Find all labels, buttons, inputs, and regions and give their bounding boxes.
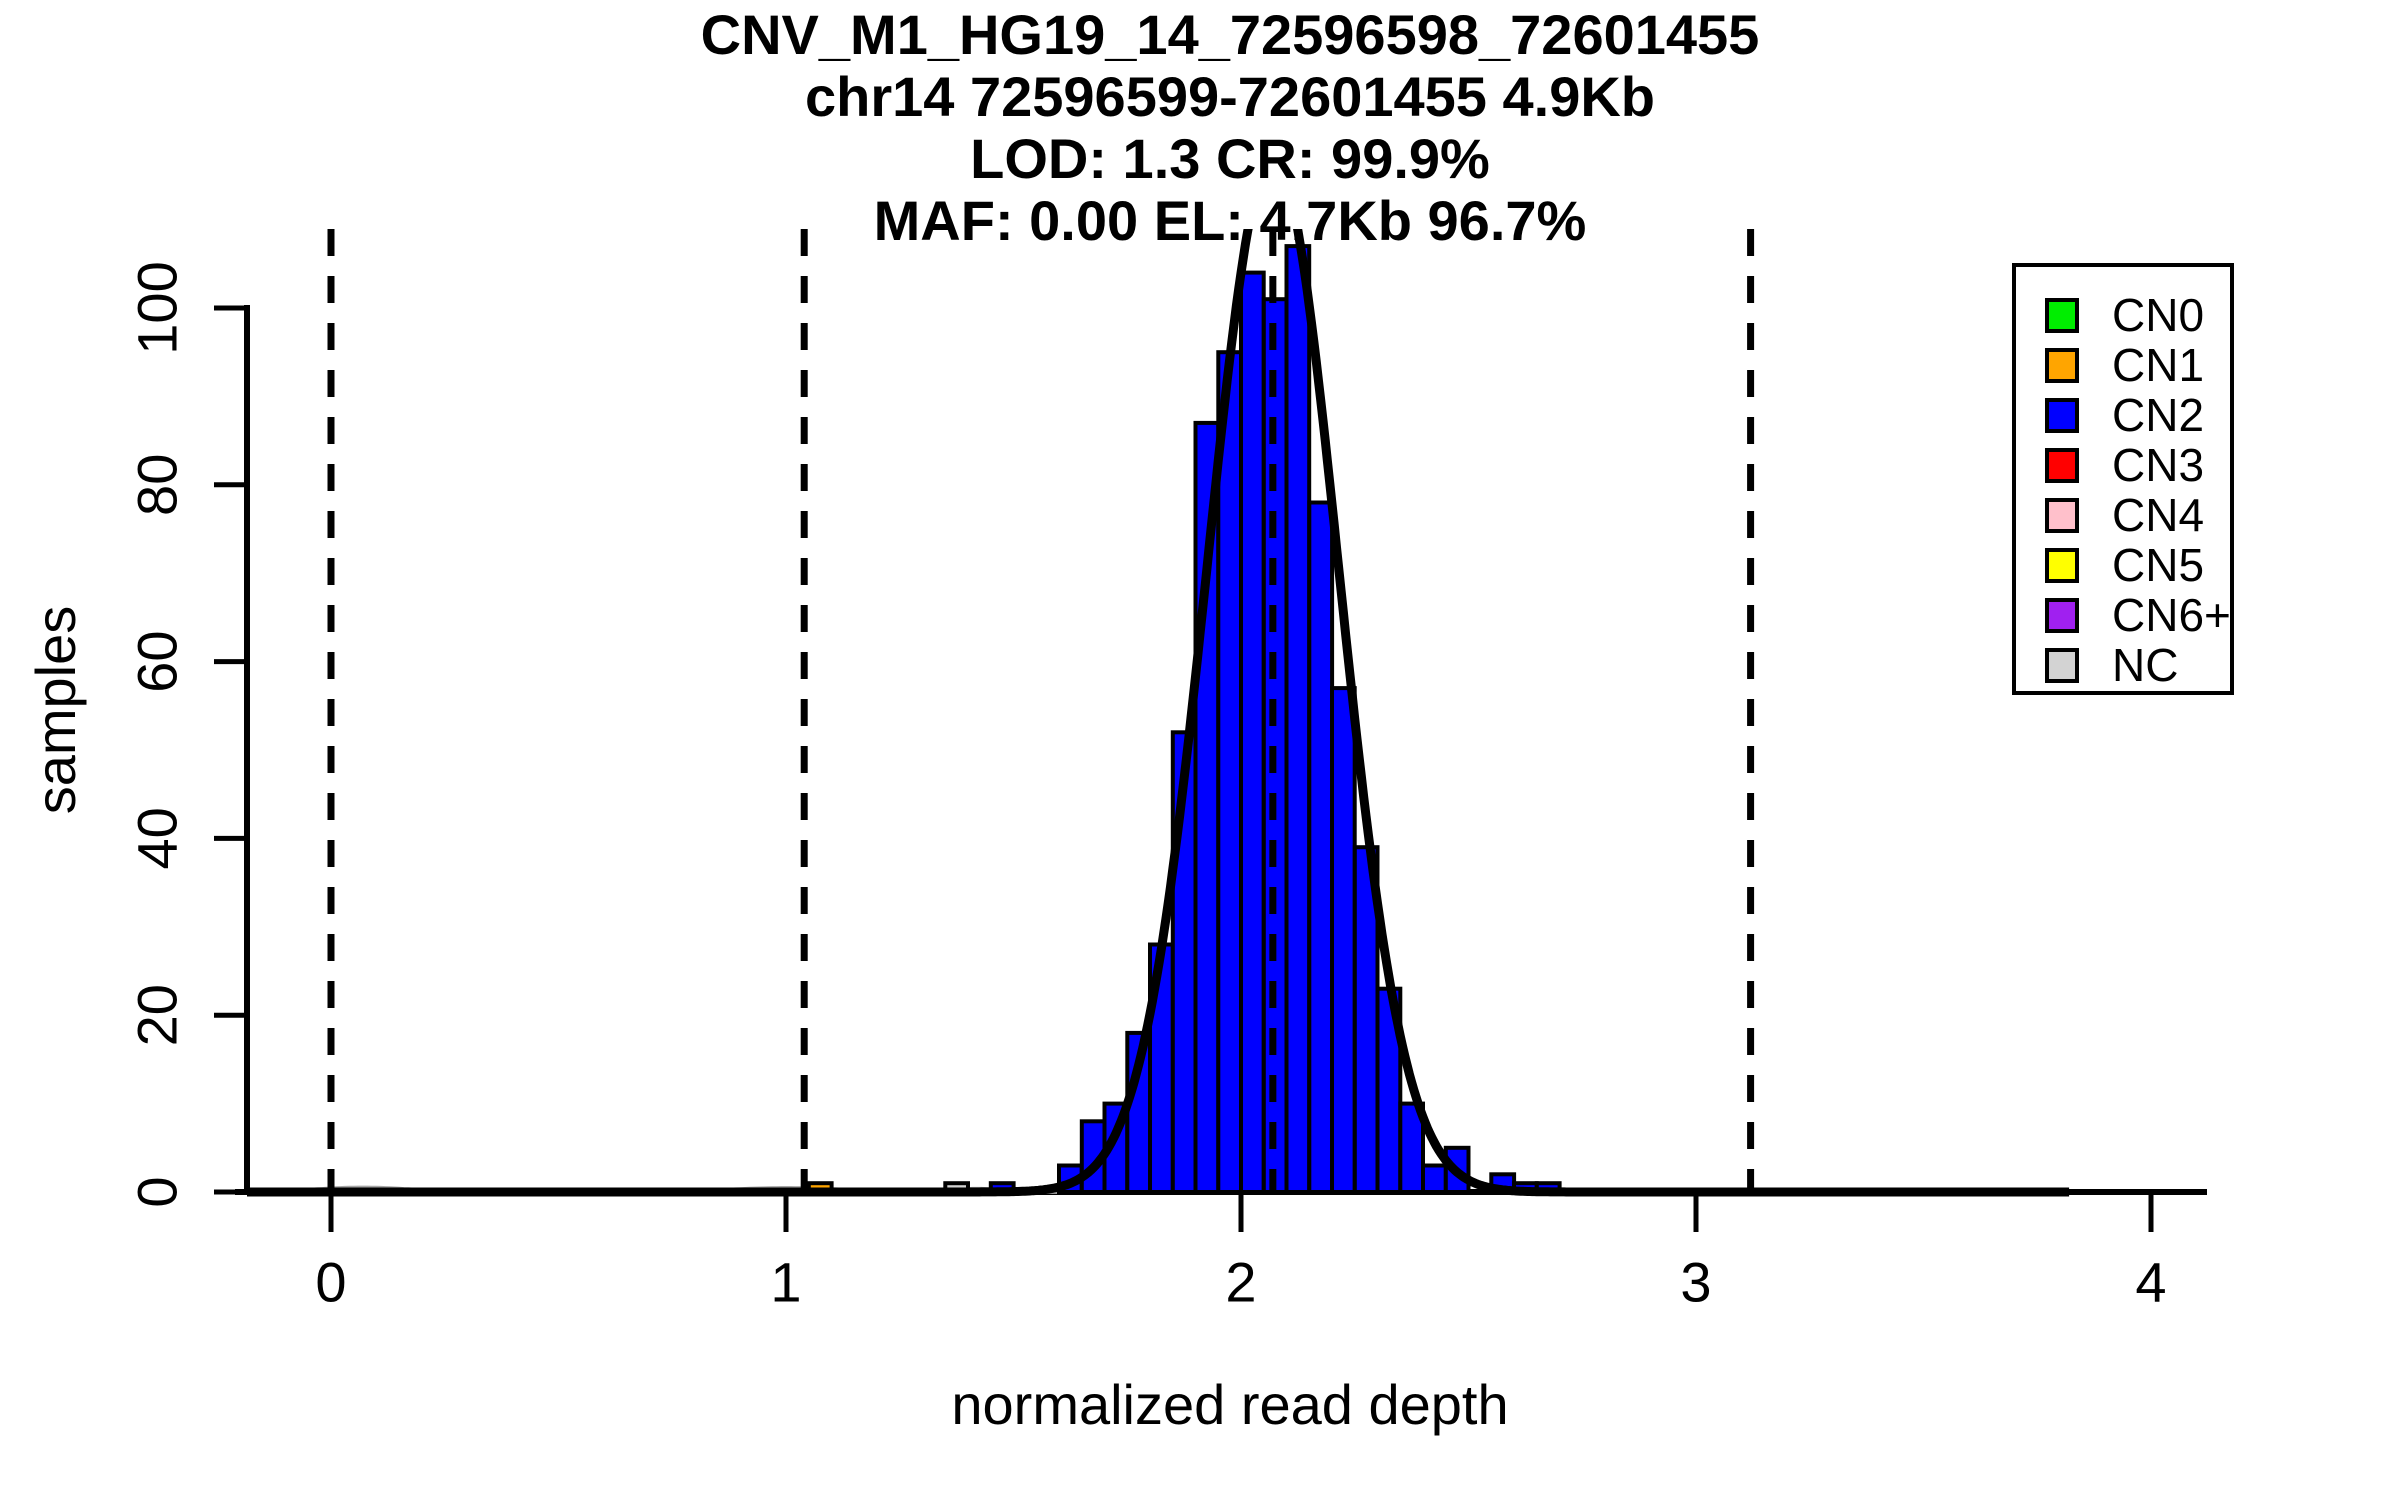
histogram-bar (1216, 350, 1244, 1194)
legend-swatch-cn1 (2045, 347, 2079, 383)
legend-swatch-cn4 (2045, 497, 2079, 533)
histogram-bar (1284, 244, 1312, 1195)
legend-item: CN2 (2016, 390, 2230, 440)
legend-item-label: CN4 (2112, 489, 2205, 541)
y-tick-label: 60 (126, 630, 189, 692)
dashed-lines-layer (327, 229, 1755, 1192)
histogram-bar (1307, 500, 1335, 1194)
y-tick-label: 0 (126, 1176, 189, 1207)
legend-item: CN5 (2016, 540, 2230, 590)
histogram-bar (1398, 1101, 1426, 1194)
x-tick-label: 3 (1680, 1251, 1711, 1314)
fit-curve (247, 229, 2072, 1197)
legend-item-label: CN6+ (2112, 589, 2231, 641)
legend-item: CN3 (2016, 440, 2230, 490)
legend-item: CN1 (2016, 340, 2230, 390)
chart-title-line-1: CNV_M1_HG19_14_72596598_72601455 (700, 3, 1760, 66)
y-tick-label: 100 (126, 261, 189, 354)
y-tick-label: 20 (126, 984, 189, 1046)
legend-item: CN0 (2016, 290, 2230, 340)
histogram-bar (1330, 686, 1357, 1194)
legend-item: CN4 (2016, 490, 2230, 540)
legend-item: NC (2016, 640, 2230, 690)
legend-item-label: CN3 (2112, 439, 2205, 491)
chart-title-block: CNV_M1_HG19_14_72596598_72601455 chr14 7… (60, 4, 2400, 252)
x-tick-label: 1 (770, 1251, 801, 1314)
y-tick-label: 80 (126, 454, 189, 516)
legend-swatch-cn0 (2045, 297, 2079, 333)
legend-item-label: CN0 (2112, 289, 2205, 341)
legend-item-label: NC (2112, 639, 2179, 691)
y-axis-label: samples (24, 605, 87, 815)
legend-item-label: CN5 (2112, 539, 2205, 591)
fit-curve-layer (247, 229, 2072, 1197)
legend-swatch-cn3 (2045, 447, 2079, 483)
legend-item: CN6+ (2016, 589, 2231, 641)
chart-title-line-3: LOD: 1.3 CR: 99.9% (970, 127, 1490, 190)
chart-title-line-2: chr14 72596599-72601455 4.9Kb (804, 65, 1655, 128)
legend-item-label: CN2 (2112, 389, 2205, 441)
chart-title-line-4: MAF: 0.00 EL: 4.7Kb 96.7% (873, 189, 1587, 252)
bars-layer (806, 244, 1562, 1195)
histogram-bar (1421, 1163, 1448, 1194)
y-tick-label: 40 (126, 807, 189, 869)
legend: CN0 CN1 CN2 CN3 CN4 CN5 CN6+ NC (2012, 263, 2234, 695)
legend-item-label: CN1 (2112, 339, 2205, 391)
histogram-bar (1239, 270, 1266, 1195)
legend-swatch-cn6plus (2045, 597, 2079, 633)
x-tick-label: 0 (315, 1251, 346, 1314)
x-tick-label: 4 (2135, 1251, 2166, 1314)
legend-swatch-cn2 (2045, 397, 2079, 433)
legend-swatch-nc (2045, 647, 2079, 683)
x-axis-label: normalized read depth (951, 1373, 1509, 1436)
legend-swatch-cn5 (2045, 547, 2079, 583)
x-tick-label: 2 (1225, 1251, 1256, 1314)
